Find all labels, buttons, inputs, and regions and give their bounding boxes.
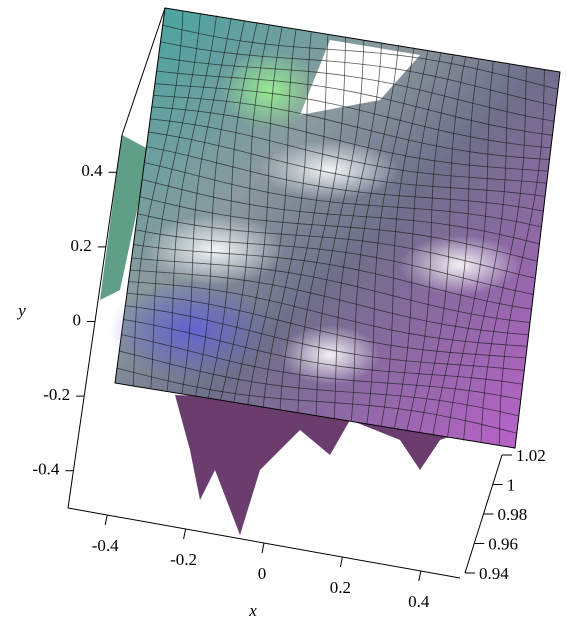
mesh-line [143, 162, 542, 228]
mesh-line [447, 62, 494, 439]
mesh-line [134, 244, 533, 310]
y-tick-label: 0.4 [81, 161, 103, 180]
surface-side [100, 135, 150, 300]
y-tick-label: -0.2 [43, 385, 70, 404]
mesh-line [315, 39, 365, 416]
x-tick-label: 0 [258, 564, 267, 583]
mesh-line [122, 318, 522, 385]
y-axis-label: y [16, 301, 26, 320]
mesh-line [139, 196, 538, 262]
mesh-line [120, 334, 521, 400]
x-axis-label: x [248, 601, 257, 620]
mesh-line [406, 54, 454, 431]
mesh-line [233, 27, 283, 404]
mesh-line [279, 35, 329, 411]
mesh-line [394, 52, 442, 429]
x-tick-label: -0.2 [170, 550, 197, 569]
mesh-line [132, 257, 531, 324]
highlight [280, 325, 380, 385]
mesh-line [419, 57, 466, 434]
x-tick-label: 0.2 [330, 578, 351, 597]
mesh-line [432, 59, 480, 436]
x-tick [261, 542, 265, 554]
mesh-line [130, 269, 529, 336]
surface [67, 7, 561, 535]
mesh-line [147, 131, 545, 197]
mesh-line [145, 146, 543, 212]
x-tick [418, 570, 422, 582]
x-tick-label: -0.4 [92, 536, 119, 555]
mesh-line [350, 44, 399, 421]
mesh-line [247, 30, 297, 406]
z-tick-label: 1.02 [516, 446, 546, 465]
z-tick-label: 0.98 [498, 505, 528, 524]
mesh-line [166, 15, 217, 391]
mesh-line [181, 17, 232, 394]
mesh-line [498, 69, 545, 446]
y-tick-label: 0.2 [71, 236, 92, 255]
mesh-line [153, 94, 550, 161]
y-tick-label: 0 [73, 310, 82, 329]
mesh-line [149, 118, 547, 184]
box-edge [121, 7, 166, 136]
mesh-line [151, 106, 548, 172]
mesh-line [124, 305, 524, 371]
mesh-line [207, 22, 258, 399]
x-tick [339, 556, 343, 568]
mesh-line [463, 64, 510, 441]
z-tick-label: 0.94 [479, 564, 509, 583]
mesh-line [220, 25, 270, 401]
y-tick-label: -0.4 [32, 460, 59, 479]
mesh-line [126, 292, 526, 359]
highlight [400, 235, 520, 295]
x-tick-label: 0.4 [408, 592, 430, 611]
mesh-line [380, 49, 429, 426]
mesh-line [157, 70, 554, 136]
mesh-line [155, 83, 552, 149]
z-tick-label: 0.96 [488, 534, 518, 553]
mesh [116, 10, 559, 446]
mesh-line [118, 350, 519, 417]
mesh-line [136, 229, 535, 295]
z-tick-label: 1 [507, 475, 516, 494]
mesh-line [366, 47, 415, 424]
mesh-line [128, 281, 528, 347]
mesh-line [195, 20, 245, 396]
surface-underside [175, 395, 470, 535]
mesh-line [116, 367, 517, 434]
mesh-line [137, 213, 536, 279]
mesh-line [262, 32, 312, 409]
highlight [260, 140, 400, 200]
x-tick [104, 514, 108, 526]
x-tick [183, 528, 187, 540]
mesh-line [333, 42, 383, 419]
mesh-line [132, 10, 184, 386]
mesh-line [159, 56, 555, 122]
mesh-line [480, 67, 527, 444]
